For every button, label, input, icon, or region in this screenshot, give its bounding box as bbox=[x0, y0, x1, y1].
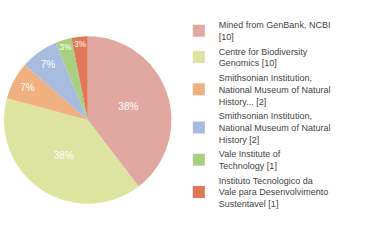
svg-text:3%: 3% bbox=[60, 43, 72, 52]
svg-text:7%: 7% bbox=[20, 82, 35, 93]
svg-text:Centre for BiodiversityGenomic: Centre for BiodiversityGenomics [10] bbox=[219, 47, 308, 69]
svg-text:Mined from GenBank, NCBI[10]: Mined from GenBank, NCBI[10] bbox=[219, 20, 331, 42]
svg-text:Smithsonian Institution,Nation: Smithsonian Institution,National Museum … bbox=[219, 73, 331, 106]
svg-text:Smithsonian Institution,Nation: Smithsonian Institution,National Museum … bbox=[219, 111, 331, 144]
svg-text:Instituto Tecnologico daVale p: Instituto Tecnologico daVale para Desenv… bbox=[219, 176, 328, 209]
svg-text:3%: 3% bbox=[74, 40, 86, 49]
svg-text:Vale Institute ofTechnology [1: Vale Institute ofTechnology [1] bbox=[219, 149, 281, 171]
svg-text:38%: 38% bbox=[54, 150, 74, 161]
svg-text:38%: 38% bbox=[118, 101, 138, 112]
svg-text:7%: 7% bbox=[41, 59, 56, 70]
